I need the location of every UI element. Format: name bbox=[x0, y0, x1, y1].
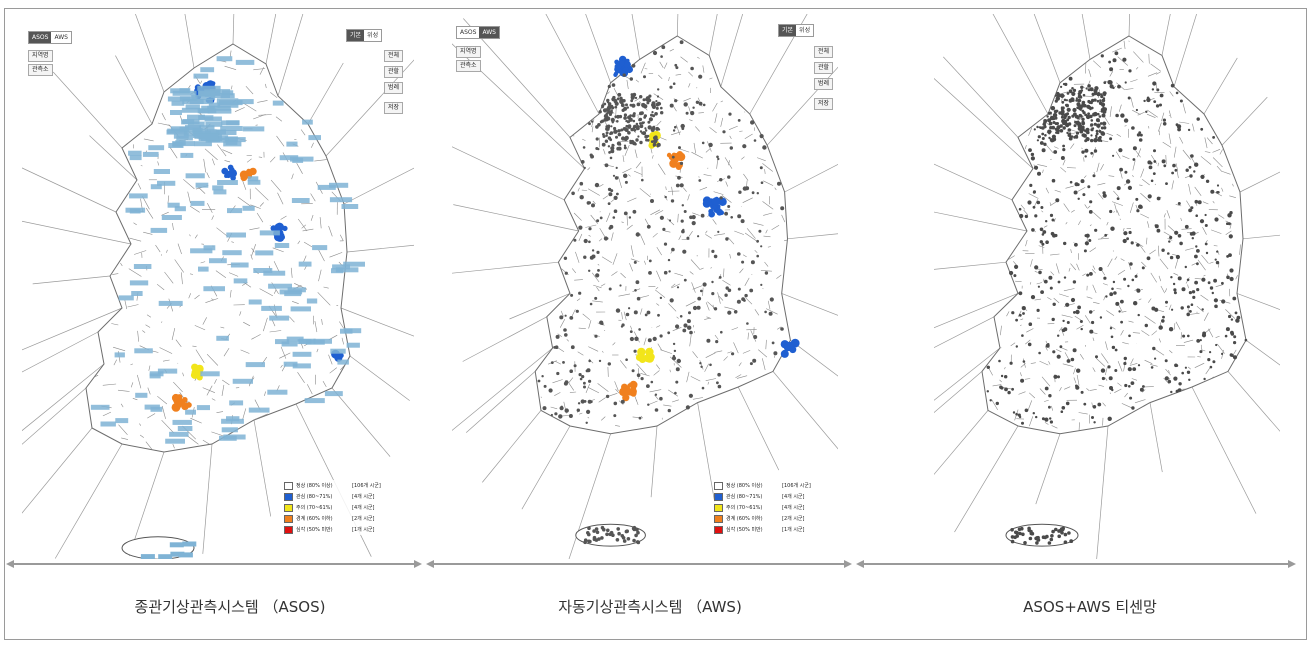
legend-count: [1개 시군] bbox=[352, 527, 375, 533]
legend-label: 관심 (80~71%) bbox=[726, 494, 763, 500]
divider-line-3 bbox=[856, 560, 1296, 568]
legend-swatch bbox=[284, 514, 293, 523]
legend-count: [4개 시군] bbox=[782, 505, 805, 511]
jurisdiction-button[interactable]: 관할 bbox=[384, 66, 404, 78]
legend-swatch bbox=[714, 514, 723, 523]
map-view-toggle[interactable]: 기본 위성 bbox=[778, 24, 815, 37]
legend-label: 심각 (50% 미만) bbox=[726, 527, 763, 533]
toggle-asos[interactable]: ASOS bbox=[460, 29, 477, 36]
legend-label: 정상 (80% 이상) bbox=[296, 483, 333, 489]
legend-count: [106개 시군] bbox=[352, 483, 381, 489]
caption-aws: 자동기상관측시스템 （AWS) bbox=[558, 598, 742, 616]
toggle-aws[interactable]: AWS bbox=[54, 34, 68, 41]
combined-thiessen-map[interactable] bbox=[934, 14, 1280, 559]
legend-label: 경계 (60% 이하) bbox=[296, 516, 333, 522]
arrow-left-icon bbox=[426, 560, 434, 568]
legend-swatch bbox=[284, 525, 293, 534]
legend-count: [4개 시군] bbox=[352, 505, 375, 511]
jurisdiction-button[interactable]: 관할 bbox=[814, 62, 834, 74]
legend-label: 주의 (70~61%) bbox=[726, 505, 763, 511]
asos-thiessen-map[interactable] bbox=[22, 14, 414, 559]
caption-combined: ASOS+AWS 티센망 bbox=[1023, 598, 1157, 616]
legend-row-interest: 관심 (80~71%) [4개 시군] bbox=[284, 491, 396, 502]
legend-count: [2개 시군] bbox=[352, 516, 375, 522]
view-satellite[interactable]: 위성 bbox=[799, 27, 811, 34]
region-name-button[interactable]: 지역명 bbox=[28, 50, 53, 62]
region-name-button[interactable]: 지역명 bbox=[456, 46, 481, 58]
jeju-island bbox=[121, 536, 197, 559]
legend-row-normal: 정상 (80% 이상) [106개 시군] bbox=[714, 480, 826, 491]
legend-row-alert: 경계 (60% 이하) [2개 시군] bbox=[714, 513, 826, 524]
save-button[interactable]: 저장 bbox=[384, 102, 404, 114]
view-satellite[interactable]: 위성 bbox=[367, 32, 379, 39]
asos-map-panel: ASOS AWS 지역명 관측소 기본 위성 전체 관할 범례 저장 정상 (8… bbox=[22, 14, 414, 559]
legend-button[interactable]: 범례 bbox=[814, 78, 834, 90]
legend-row-normal: 정상 (80% 이상) [106개 시군] bbox=[284, 480, 396, 491]
save-button[interactable]: 저장 bbox=[814, 98, 834, 110]
caption-asos: 종관기상관측시스템 （ASOS) bbox=[134, 598, 326, 616]
aws-map-panel: ASOS AWS 지역명 관측소 기본 위성 전체 관할 범례 저장 정상 (8… bbox=[452, 14, 838, 559]
legend-count: [4개 시군] bbox=[352, 494, 375, 500]
status-legend: 정상 (80% 이상) [106개 시군] 관심 (80~71%) [4개 시군] … bbox=[714, 480, 826, 535]
view-basic[interactable]: 기본 bbox=[347, 30, 365, 41]
all-button[interactable]: 전체 bbox=[384, 50, 404, 62]
station-markers bbox=[90, 56, 365, 444]
outer-cell-lines bbox=[934, 14, 1280, 559]
legend-button[interactable]: 범례 bbox=[384, 82, 404, 94]
arrow-left-icon bbox=[856, 560, 864, 568]
outer-cell-lines bbox=[22, 14, 414, 559]
toggle-aws[interactable]: AWS bbox=[479, 27, 499, 38]
all-button[interactable]: 전체 bbox=[814, 46, 834, 58]
legend-swatch bbox=[284, 492, 293, 501]
legend-count: [4개 시군] bbox=[782, 494, 805, 500]
legend-count: [2개 시군] bbox=[782, 516, 805, 522]
status-legend: 정상 (80% 이상) [106개 시군] 관심 (80~71%) [4개 시군] … bbox=[284, 480, 396, 535]
view-basic[interactable]: 기본 bbox=[779, 25, 797, 36]
station-markers bbox=[537, 40, 785, 424]
station-markers bbox=[986, 51, 1248, 425]
legend-count: [1개 시군] bbox=[782, 527, 805, 533]
legend-row-serious: 심각 (50% 미만) [1개 시군] bbox=[714, 524, 826, 535]
inner-cell-lines bbox=[540, 48, 788, 427]
legend-row-alert: 경계 (60% 이하) [2개 시군] bbox=[284, 513, 396, 524]
legend-swatch bbox=[714, 503, 723, 512]
map-view-toggle[interactable]: 기본 위성 bbox=[346, 29, 383, 42]
peninsula-outline bbox=[981, 35, 1247, 435]
legend-row-serious: 심각 (50% 미만) [1개 시군] bbox=[284, 524, 396, 535]
legend-row-interest: 관심 (80~71%) [4개 시군] bbox=[714, 491, 826, 502]
peninsula-outline bbox=[534, 35, 791, 435]
toggle-asos[interactable]: ASOS bbox=[29, 32, 52, 43]
jeju-island bbox=[575, 523, 646, 547]
arrow-right-icon bbox=[414, 560, 422, 568]
outer-cell-lines bbox=[452, 14, 838, 559]
legend-swatch bbox=[284, 481, 293, 490]
inner-cell-lines bbox=[987, 40, 1241, 431]
asos-aws-toggle[interactable]: ASOS AWS bbox=[28, 31, 72, 44]
divider-line-2 bbox=[426, 560, 852, 568]
legend-swatch bbox=[714, 481, 723, 490]
legend-swatch bbox=[284, 503, 293, 512]
arrow-right-icon bbox=[844, 560, 852, 568]
legend-label: 경계 (60% 이하) bbox=[726, 516, 763, 522]
legend-row-caution: 주의 (70~61%) [4개 시군] bbox=[284, 502, 396, 513]
station-button[interactable]: 관측소 bbox=[28, 64, 53, 76]
asos-aws-toggle[interactable]: ASOS AWS bbox=[456, 26, 500, 39]
legend-label: 심각 (50% 미만) bbox=[296, 527, 333, 533]
arrow-right-icon bbox=[1288, 560, 1296, 568]
legend-label: 관심 (80~71%) bbox=[296, 494, 333, 500]
divider-line-1 bbox=[6, 560, 422, 568]
legend-swatch bbox=[714, 525, 723, 534]
legend-swatch bbox=[714, 492, 723, 501]
legend-label: 정상 (80% 이상) bbox=[726, 483, 763, 489]
panel-divider-arrows bbox=[6, 560, 1296, 568]
aws-thiessen-map[interactable] bbox=[452, 14, 838, 559]
legend-row-caution: 주의 (70~61%) [4개 시군] bbox=[714, 502, 826, 513]
legend-count: [106개 시군] bbox=[782, 483, 811, 489]
arrow-left-icon bbox=[6, 560, 14, 568]
station-button[interactable]: 관측소 bbox=[456, 60, 481, 72]
combined-map-panel bbox=[934, 14, 1280, 559]
legend-label: 주의 (70~61%) bbox=[296, 505, 333, 511]
jeju-island bbox=[1005, 523, 1079, 547]
